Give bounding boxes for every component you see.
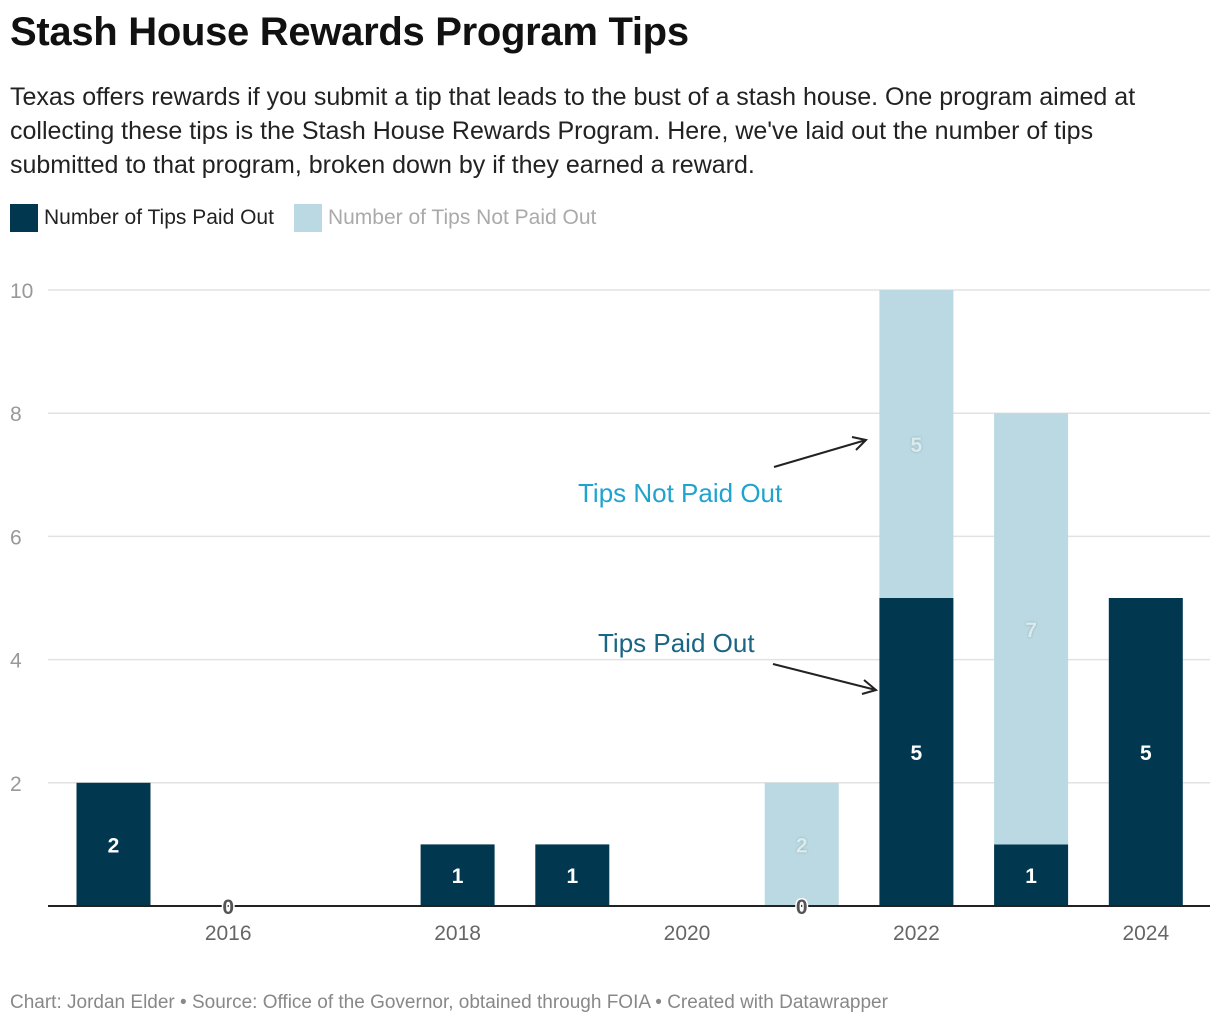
legend-swatch-paid [10,204,38,232]
bar-not-paid [764,782,839,906]
data-label: 2 [796,834,808,857]
data-label: 5 [911,434,923,457]
data-label: 5 [911,742,923,765]
bar-not-paid [994,413,1069,845]
data-label: 1 [566,865,578,888]
data-label: 0 [796,896,808,919]
data-label: 5 [1140,742,1152,765]
legend: Number of Tips Paid Out Number of Tips N… [10,204,596,232]
bar-paid [1108,598,1183,906]
y-tick-label: 2 [10,773,22,796]
data-label: 2 [108,834,120,857]
legend-label-not-paid: Number of Tips Not Paid Out [327,206,597,229]
x-tick-label: 2016 [205,922,252,945]
annotation-not-paid: Tips Not Paid Out [578,478,783,508]
y-tick-label: 4 [10,650,22,673]
chart-title: Stash House Rewards Program Tips [10,10,689,54]
annotation-paid: Tips Paid Out [598,628,755,658]
bar-paid [420,844,495,906]
chart-subtitle: Texas offers rewards if you submit a tip… [10,83,1136,179]
x-tick-label: 2024 [1122,922,1169,945]
legend-label-paid: Number of Tips Paid Out [44,206,274,229]
legend-item-not-paid: Number of Tips Not Paid Out [293,204,597,232]
bar-paid [535,844,610,906]
legend-swatch-not-paid [293,204,322,232]
chart-footer: Chart: Jordan Elder • Source: Office of … [10,992,888,1013]
data-label: 1 [452,865,464,888]
data-label: 0 [222,896,234,919]
legend-item-paid: Number of Tips Paid Out [10,204,274,232]
y-tick-label: 8 [10,403,22,426]
y-tick-label: 10 [10,280,33,303]
x-tick-label: 2020 [664,922,711,945]
y-tick-label: 6 [10,526,22,549]
x-tick-label: 2022 [893,922,940,945]
arrow-paid [772,663,879,695]
bar-paid [994,844,1069,906]
x-tick-label: 2018 [434,922,481,945]
bar-paid [879,598,954,906]
bar-not-paid [879,290,954,598]
arrow-not-paid [773,436,869,468]
data-label: 1 [1025,865,1037,888]
bar-paid [76,782,151,906]
data-label: 7 [1025,619,1037,642]
